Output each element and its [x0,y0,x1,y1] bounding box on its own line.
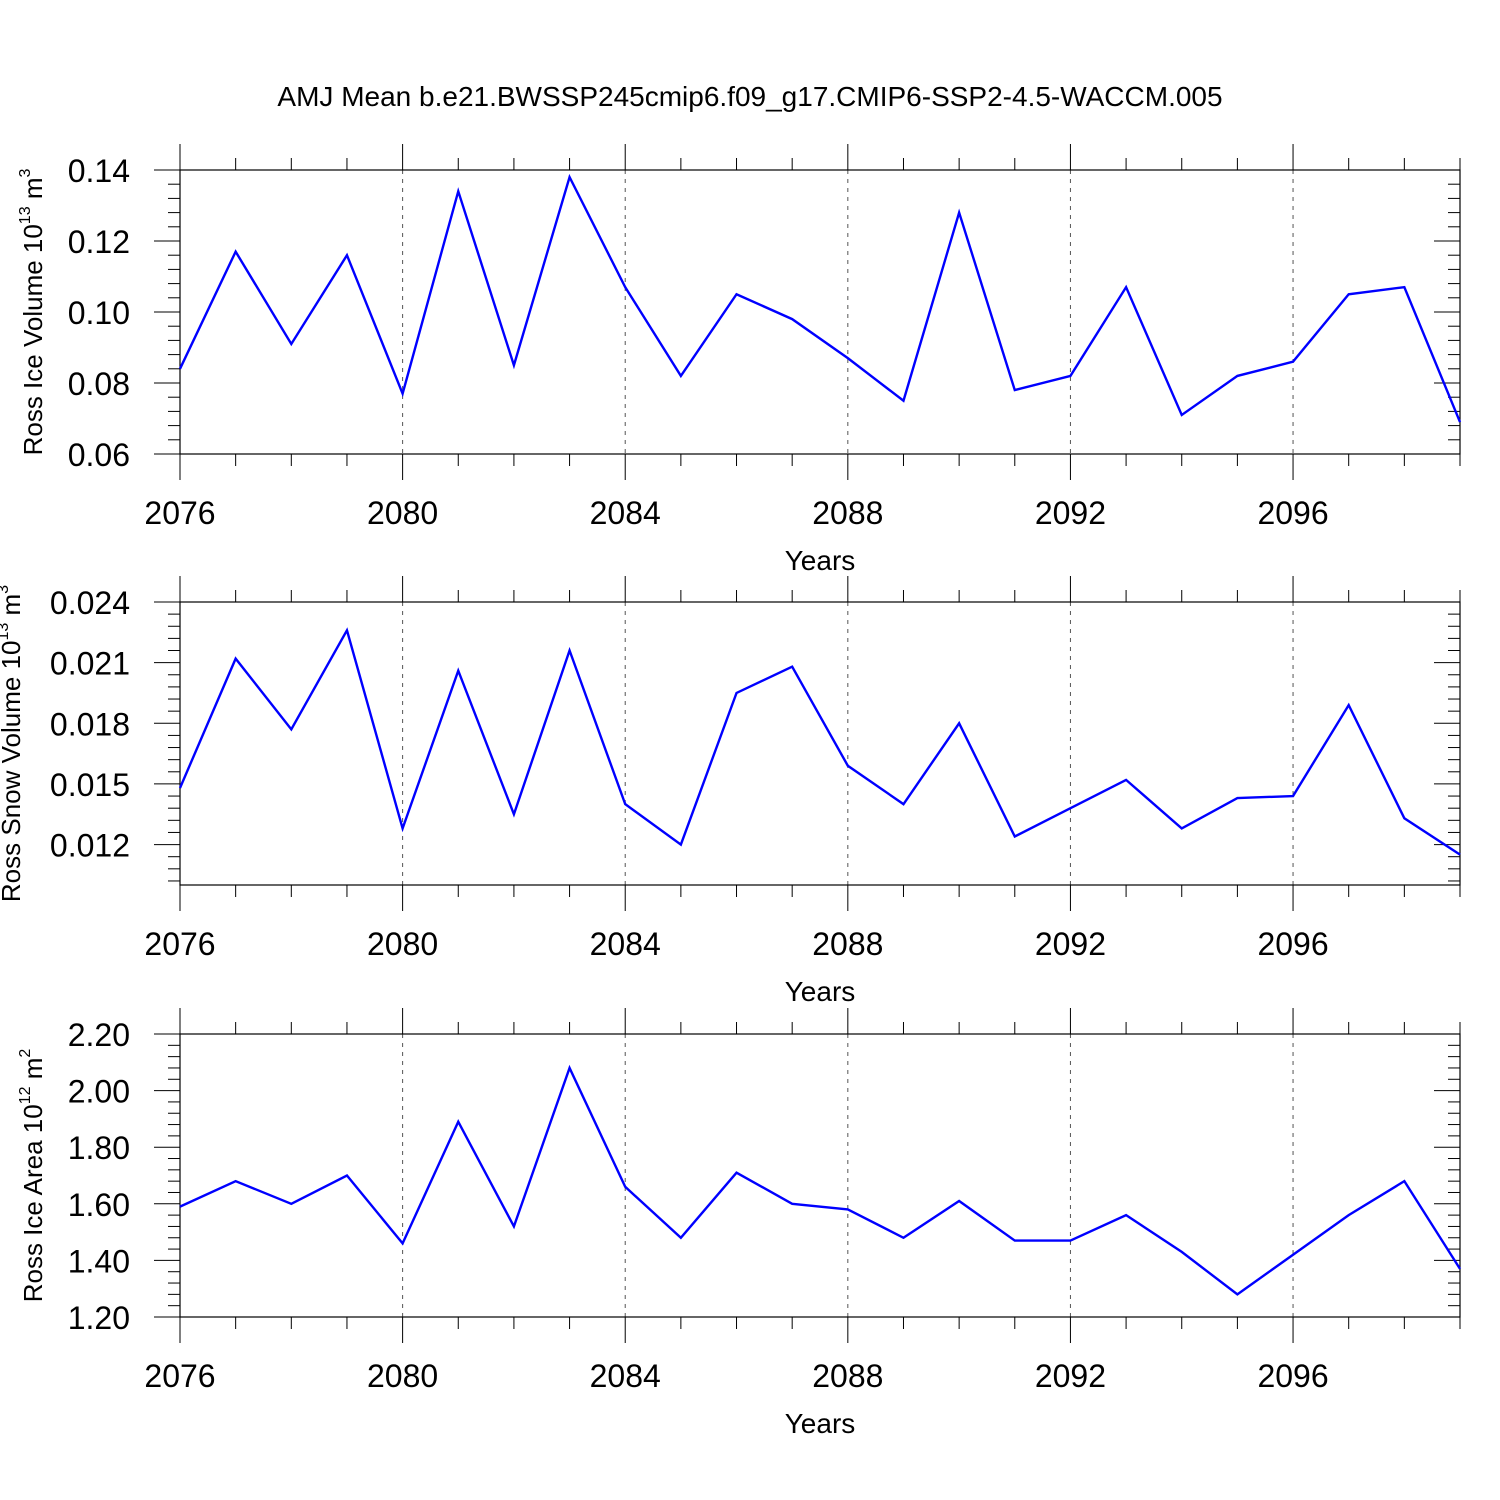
y-tick-label: 2.20 [68,1017,130,1053]
y-tick-label: 0.015 [50,767,130,803]
y-tick-label: 1.40 [68,1243,130,1279]
x-tick-label: 2076 [144,926,215,962]
x-axis-label: Years [785,545,856,576]
series-line [178,173,1462,423]
y-tick-label: 1.60 [68,1187,130,1223]
y-axis-label-unit: m [0,594,26,623]
x-tick-label: 2076 [144,495,215,531]
y-tick-label: 1.20 [68,1300,130,1336]
y-axis-label-unit-exponent: 3 [17,168,34,177]
x-tick-label: 2084 [590,926,661,962]
x-tick-label: 2092 [1035,1358,1106,1394]
y-tick-label: 0.14 [68,153,130,189]
y-axis-label-unit-exponent: 3 [0,585,12,594]
y-axis-label-unit: m [18,177,48,206]
chart-panel-2: 0.012 0.015 0.018 0.021 0.024 2076 2080 2084 208… [0,576,1461,1007]
x-tick-label: 2092 [1035,926,1106,962]
x-tick-label: 2088 [812,926,883,962]
chart-panel-1: 0.06 0.08 0.10 0.12 0.14 2076 2080 2084 2088 2092… [17,144,1462,576]
y-axis-label-text: Ross Ice Volume 10 [18,224,48,455]
y-axis-label: Ross Snow Volume 1013 m3 [0,585,26,902]
series-line [178,627,1461,856]
y-tick-label: 0.018 [50,706,130,742]
y-tick-label: 2.00 [68,1074,130,1110]
x-tick-label: 2080 [367,1358,438,1394]
x-tick-label: 2080 [367,926,438,962]
x-axis-label: Years [785,1408,856,1439]
y-tick-label: 1.80 [68,1130,130,1166]
y-tick-label: 0.12 [68,224,130,260]
y-tick-label: 0.08 [68,366,130,402]
x-tick-label: 2096 [1257,1358,1328,1394]
figure-title: AMJ Mean b.e21.BWSSP245cmip6.f09_g17.CMI… [277,81,1222,112]
x-tick-label: 2088 [812,495,883,531]
plot-frame [179,1033,1461,1318]
x-axis-label: Years [785,976,856,1007]
y-axis-label-exponent: 12 [17,1086,34,1104]
x-tick-label: 2096 [1257,926,1328,962]
y-axis-label: Ross Ice Volume 1013 m3 [17,168,48,455]
plot-frame [179,601,1461,886]
panels: 0.06 0.08 0.10 0.12 0.14 2076 2080 2084 2088 2092… [0,144,1462,1439]
y-axis-label-exponent: 13 [17,206,34,224]
chart-panel-3: 1.20 1.40 1.60 1.80 2.00 2.20 2076 2080 2084 2088… [17,1008,1462,1439]
y-axis-label-text: Ross Ice Area 10 [18,1104,48,1302]
y-axis-label-exponent: 13 [0,623,12,641]
y-tick-label: 0.10 [68,295,130,331]
x-tick-label: 2088 [812,1358,883,1394]
y-axis-label-text: Ross Snow Volume 10 [0,641,26,903]
x-tick-label: 2080 [367,495,438,531]
x-tick-label: 2092 [1035,495,1106,531]
series-line [179,1064,1462,1296]
y-tick-label: 0.06 [68,437,130,473]
x-tick-label: 2084 [590,1358,661,1394]
y-axis-label-unit-exponent: 2 [17,1049,34,1058]
x-tick-label: 2084 [590,495,661,531]
y-axis-label: Ross Ice Area 1012 m2 [17,1049,48,1303]
y-tick-label: 0.012 [50,828,130,864]
y-tick-label: 0.021 [50,646,130,682]
y-axis-label-unit: m [18,1058,48,1087]
plot-frame [179,169,1461,455]
x-tick-label: 2076 [144,1358,215,1394]
y-tick-label: 0.024 [50,585,130,621]
x-tick-label: 2096 [1257,495,1328,531]
